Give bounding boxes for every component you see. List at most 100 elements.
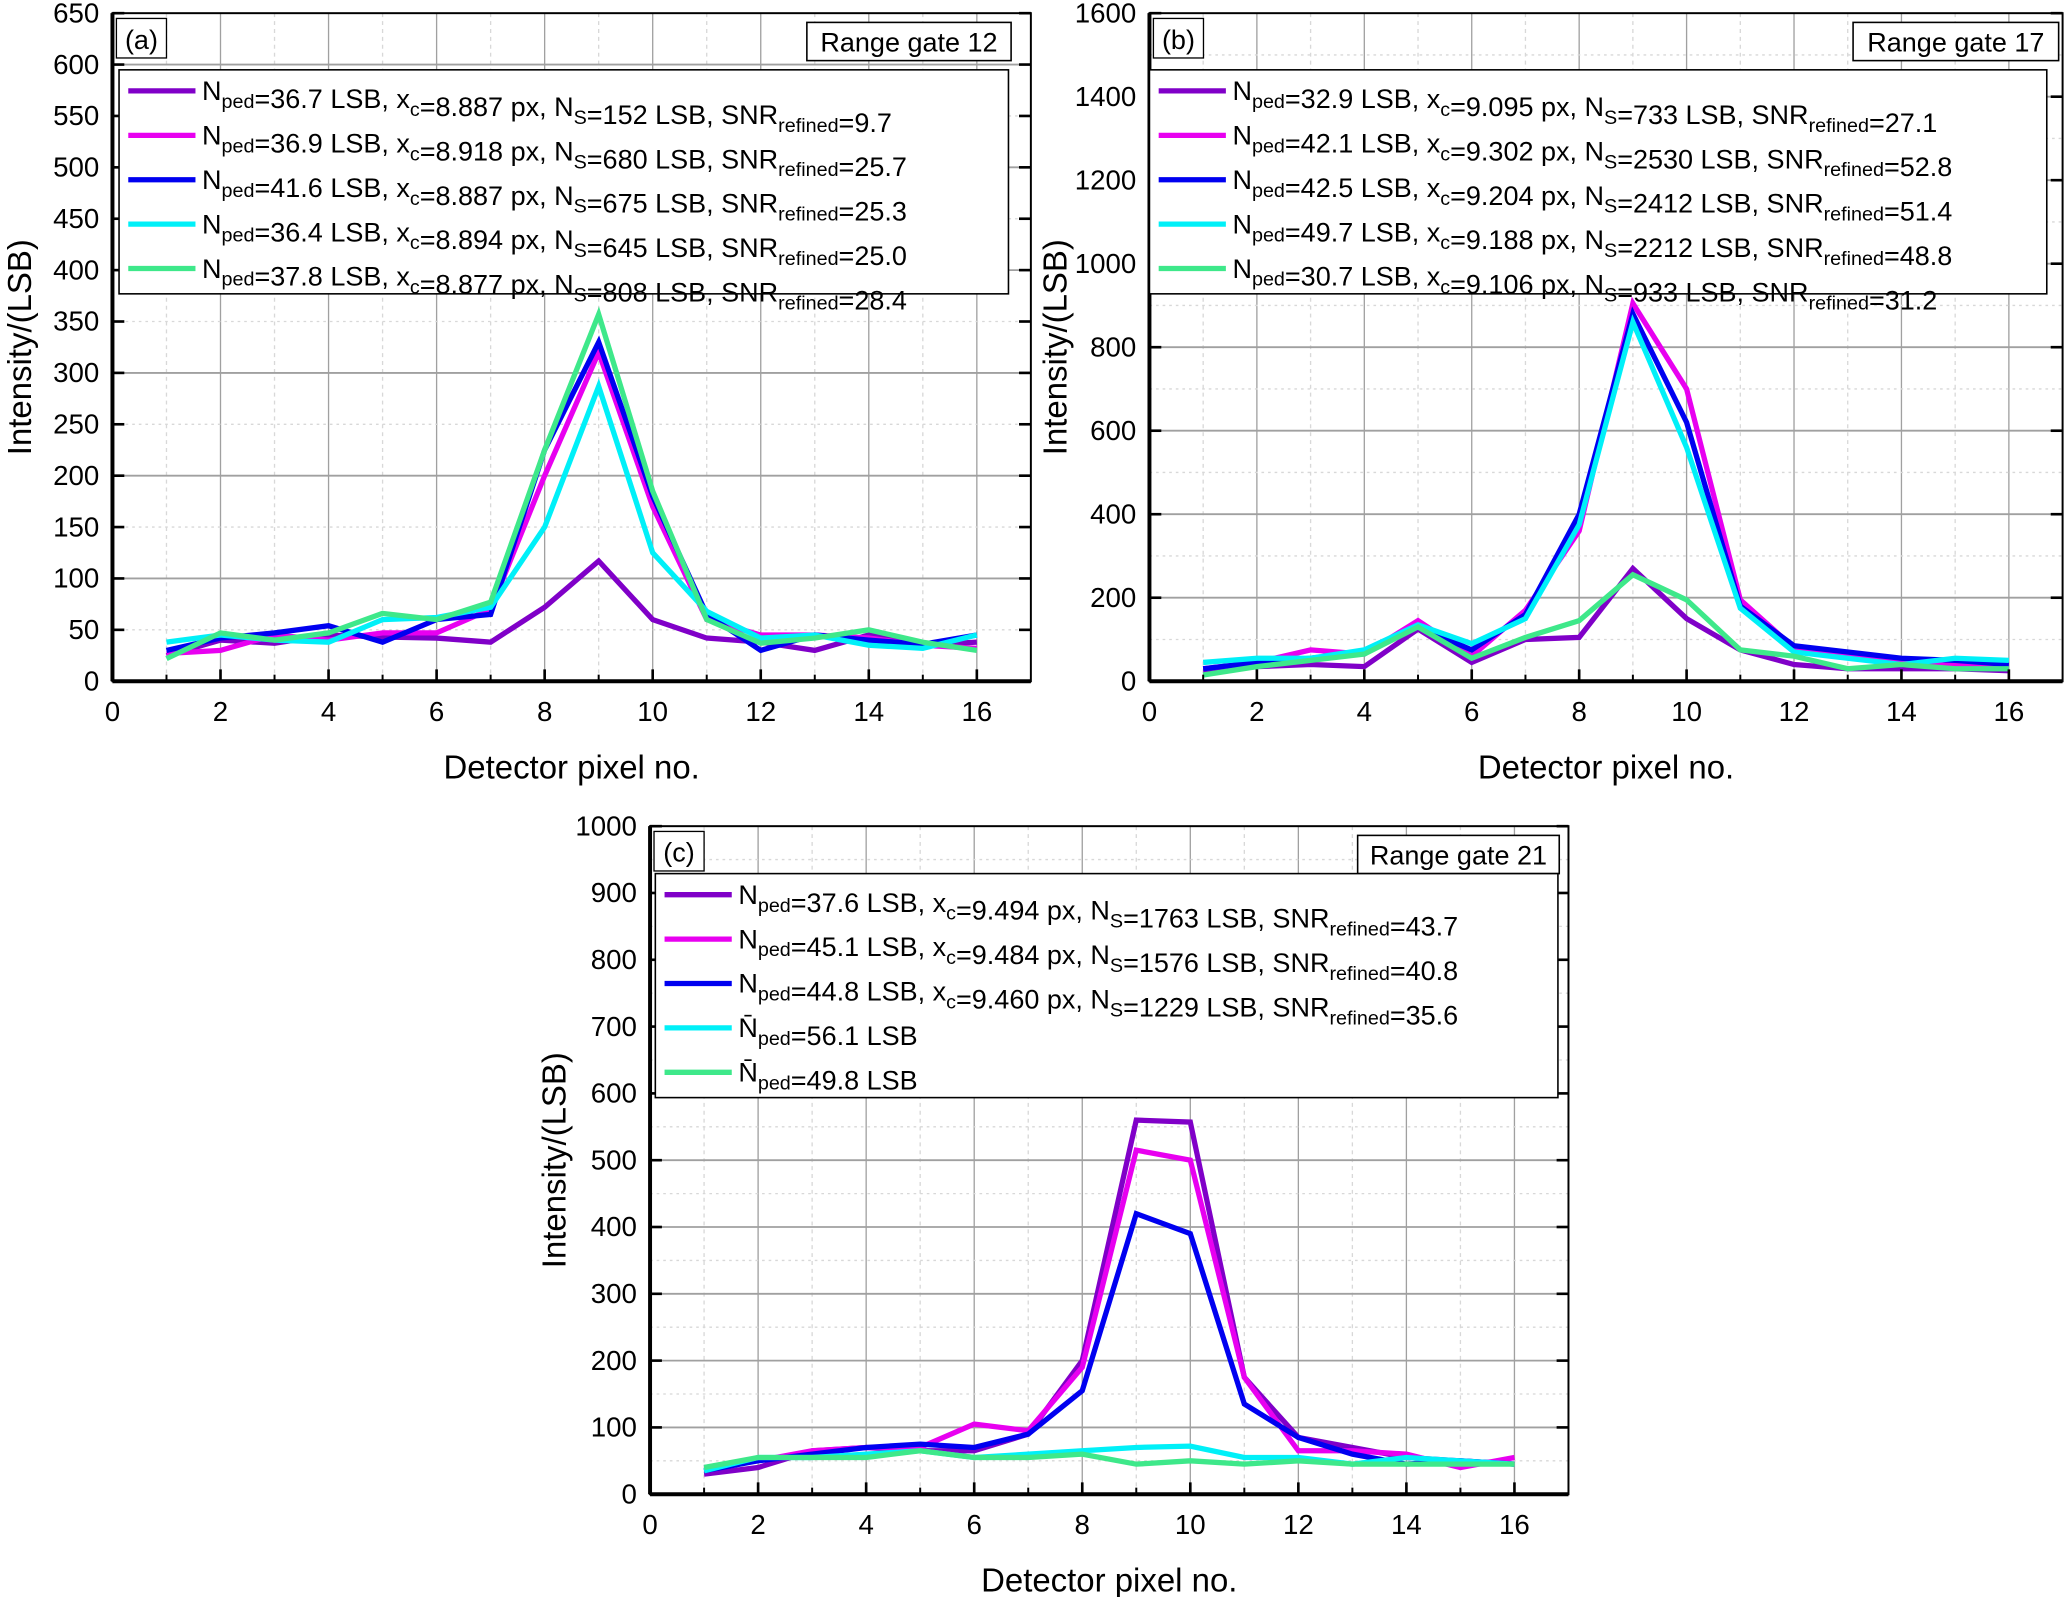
series-line-3 bbox=[1202, 306, 2010, 672]
y-tick-label: 0 bbox=[621, 1478, 636, 1509]
y-axis-title: Intensity/(LSB) bbox=[536, 1052, 573, 1268]
y-tick-label: 900 bbox=[591, 877, 637, 908]
x-tick-label: 2 bbox=[213, 696, 228, 727]
y-tick-label: 1400 bbox=[1075, 81, 1137, 112]
y-tick-label: 300 bbox=[53, 357, 99, 388]
y-tick-label: 600 bbox=[591, 1078, 637, 1109]
legend-entry: Nped=45.1 LSB, xc=9.484 px, NS=1576 LSB,… bbox=[738, 924, 1458, 986]
y-tick-label: 500 bbox=[591, 1144, 637, 1175]
x-tick-label: 12 bbox=[1779, 696, 1810, 727]
y-tick-label: 800 bbox=[591, 944, 637, 975]
x-tick-label: 10 bbox=[1175, 1509, 1206, 1540]
y-tick-label: 700 bbox=[591, 1011, 637, 1042]
x-tick-label: 6 bbox=[967, 1509, 982, 1540]
y-tick-label: 0 bbox=[1121, 665, 1136, 696]
y-tick-label: 1000 bbox=[575, 810, 637, 841]
series-line-5 bbox=[1202, 571, 2009, 678]
y-tick-label: 600 bbox=[53, 49, 99, 80]
x-tick-label: 4 bbox=[1357, 696, 1372, 727]
y-tick-label: 300 bbox=[591, 1278, 637, 1309]
y-tick-label: 600 bbox=[1090, 415, 1136, 446]
range-gate-box bbox=[806, 21, 1012, 62]
x-tick-label: 8 bbox=[1075, 1509, 1090, 1540]
series-line-5 bbox=[165, 306, 978, 661]
x-tick-label: 16 bbox=[1993, 696, 2024, 727]
x-tick-label: 12 bbox=[745, 696, 776, 727]
y-tick-label: 400 bbox=[591, 1211, 637, 1242]
range-gate-box bbox=[1852, 21, 2060, 62]
y-tick-label: 200 bbox=[53, 460, 99, 491]
range-gate-label: Range gate 17 bbox=[1867, 27, 2044, 57]
legend-entry: N̄ped=49.8 LSB bbox=[738, 1058, 917, 1096]
y-tick-label: 650 bbox=[53, 0, 99, 28]
panel-label-box bbox=[115, 17, 168, 59]
panel-label: (c) bbox=[663, 838, 694, 868]
y-tick-label: 100 bbox=[591, 1412, 637, 1443]
x-tick-label: 8 bbox=[1571, 696, 1586, 727]
y-tick-label: 200 bbox=[591, 1345, 637, 1376]
x-tick-label: 0 bbox=[1142, 696, 1157, 727]
x-tick-label: 6 bbox=[1464, 696, 1479, 727]
y-tick-label: 0 bbox=[84, 665, 99, 696]
panel-label-box bbox=[653, 830, 705, 872]
legend: Nped=32.9 LSB, xc=9.095 px, NS=733 LSB, … bbox=[1148, 69, 2048, 316]
legend-entry: Nped=37.8 LSB, xc=8.877 px, NS=808 LSB, … bbox=[202, 254, 907, 316]
y-tick-label: 500 bbox=[53, 152, 99, 183]
range-gate-label: Range gate 12 bbox=[820, 27, 997, 57]
x-tick-label: 6 bbox=[429, 696, 444, 727]
x-tick-label: 16 bbox=[961, 696, 992, 727]
x-tick-label: 4 bbox=[858, 1509, 873, 1540]
y-tick-label: 1600 bbox=[1075, 0, 1137, 28]
legend-entry: Nped=37.6 LSB, xc=9.494 px, NS=1763 LSB,… bbox=[738, 880, 1458, 942]
legend-entry: Nped=32.9 LSB, xc=9.095 px, NS=733 LSB, … bbox=[1232, 76, 1937, 138]
y-tick-label: 150 bbox=[53, 511, 99, 542]
x-tick-label: 12 bbox=[1283, 1509, 1314, 1540]
series-line-4 bbox=[166, 378, 978, 651]
y-axis-title: Intensity/(LSB) bbox=[1036, 239, 1073, 455]
y-tick-label: 450 bbox=[53, 203, 99, 234]
legend-entry: N̄ped=56.1 LSB bbox=[738, 1013, 917, 1051]
x-tick-label: 8 bbox=[537, 696, 552, 727]
legend-entry: Nped=30.7 LSB, xc=9.106 px, NS=933 LSB, … bbox=[1232, 254, 1937, 316]
y-tick-label: 100 bbox=[53, 563, 99, 594]
x-axis-title: Detector pixel no. bbox=[444, 749, 700, 786]
y-tick-label: 50 bbox=[69, 614, 100, 645]
x-axis-title: Detector pixel no. bbox=[981, 1562, 1237, 1597]
x-tick-label: 2 bbox=[750, 1509, 765, 1540]
y-tick-label: 800 bbox=[1090, 331, 1136, 362]
legend-entry: Nped=42.5 LSB, xc=9.204 px, NS=2412 LSB,… bbox=[1232, 165, 1952, 227]
y-tick-label: 1000 bbox=[1075, 248, 1137, 279]
x-tick-label: 2 bbox=[1249, 696, 1264, 727]
legend: Nped=37.6 LSB, xc=9.494 px, NS=1763 LSB,… bbox=[654, 872, 1559, 1099]
y-tick-label: 250 bbox=[53, 409, 99, 440]
x-tick-label: 0 bbox=[105, 696, 120, 727]
legend-entry: Nped=42.1 LSB, xc=9.302 px, NS=2530 LSB,… bbox=[1232, 121, 1952, 183]
x-tick-label: 10 bbox=[1671, 696, 1702, 727]
legend-entry: Nped=41.6 LSB, xc=8.887 px, NS=675 LSB, … bbox=[202, 165, 907, 227]
y-tick-label: 400 bbox=[53, 254, 99, 285]
x-tick-label: 16 bbox=[1499, 1509, 1530, 1540]
y-tick-label: 200 bbox=[1090, 582, 1136, 613]
y-tick-label: 350 bbox=[53, 306, 99, 337]
legend-entry: Nped=49.7 LSB, xc=9.188 px, NS=2212 LSB,… bbox=[1232, 209, 1952, 271]
x-tick-label: 4 bbox=[321, 696, 336, 727]
legend-entry: Nped=36.7 LSB, xc=8.887 px, NS=152 LSB, … bbox=[202, 76, 892, 138]
legend: Nped=36.7 LSB, xc=8.887 px, NS=152 LSB, … bbox=[118, 69, 1010, 316]
x-tick-label: 14 bbox=[1391, 1509, 1422, 1540]
x-tick-label: 10 bbox=[637, 696, 668, 727]
panel-label: (b) bbox=[1162, 25, 1195, 55]
x-tick-label: 14 bbox=[1886, 696, 1917, 727]
y-tick-label: 400 bbox=[1090, 498, 1136, 529]
y-tick-label: 1200 bbox=[1075, 164, 1137, 195]
x-axis-title: Detector pixel no. bbox=[1478, 749, 1734, 786]
chart-panel-b: 0 2 4 6 8 10 12 14 16 0 200 400 600 800 1000 1200 1400 16… bbox=[1036, 0, 2064, 786]
legend-entry: Nped=36.9 LSB, xc=8.918 px, NS=680 LSB, … bbox=[202, 121, 907, 183]
x-tick-label: 0 bbox=[642, 1509, 657, 1540]
y-axis-title: Intensity/(LSB) bbox=[1, 239, 38, 455]
chart-panel-c: 0 2 4 6 8 10 12 14 16 0 100 200 300 400 500 600 700 800 90… bbox=[536, 810, 1570, 1597]
panel-label-box bbox=[1152, 17, 1205, 59]
y-tick-label: 550 bbox=[53, 100, 99, 131]
series-line-4 bbox=[1202, 314, 2009, 668]
series-line-5 bbox=[703, 1448, 1515, 1471]
